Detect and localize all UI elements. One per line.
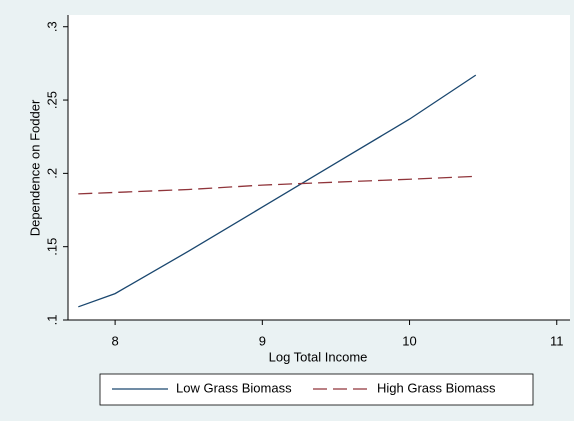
legend-label: Low Grass Biomass (176, 380, 292, 395)
y-tick-label: .15 (44, 238, 59, 256)
y-tick-label: .1 (44, 315, 59, 326)
y-tick-label: .2 (44, 168, 59, 179)
x-axis-title: Log Total Income (269, 349, 368, 364)
x-tick-label: 11 (550, 333, 564, 348)
series-line (78, 74, 477, 308)
x-tick-label: 10 (402, 333, 416, 348)
y-axis-title: Dependence on Fodder (27, 99, 42, 236)
x-tick-label: 8 (111, 333, 118, 348)
series-line (78, 175, 476, 195)
plot-area (68, 15, 570, 320)
x-tick-label: 9 (259, 333, 266, 348)
legend-label: High Grass Biomass (377, 380, 496, 395)
y-tick-label: .25 (44, 91, 59, 109)
y-tick-label: .3 (44, 21, 59, 32)
